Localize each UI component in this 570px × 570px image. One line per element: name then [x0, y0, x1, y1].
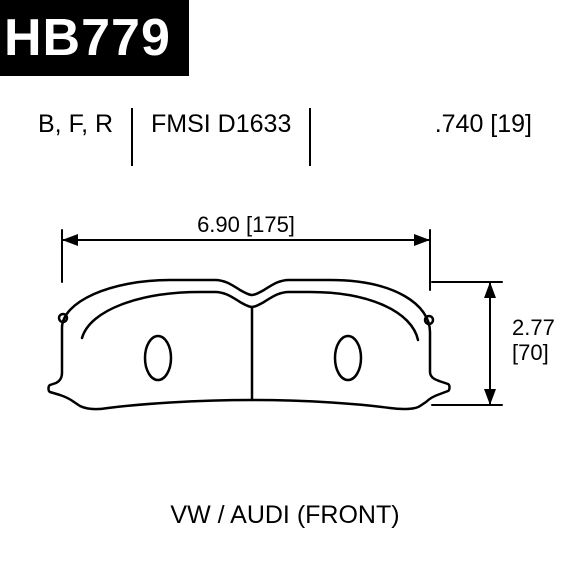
spec-fmsi: FMSI D1633: [133, 110, 309, 139]
height-dimension-text-2: [70]: [512, 340, 549, 365]
height-dimension-text-1: 2.77: [512, 315, 555, 340]
width-dimension-text: 6.90 [175]: [197, 212, 295, 237]
spec-thickness: .740 [19]: [417, 110, 550, 139]
spec-compounds: B, F, R: [20, 110, 131, 139]
part-number-badge: HB779: [0, 0, 189, 76]
diagram-svg: 6.90 [175] 2.77 [70]: [0, 210, 570, 470]
part-number-text: HB779: [4, 9, 171, 67]
application-label: VW / AUDI (FRONT): [0, 501, 570, 530]
spec-row: B, F, R FMSI D1633 .740 [19]: [20, 110, 550, 166]
brake-pad-diagram: 6.90 [175] 2.77 [70]: [0, 210, 570, 470]
spec-divider: [309, 108, 311, 166]
